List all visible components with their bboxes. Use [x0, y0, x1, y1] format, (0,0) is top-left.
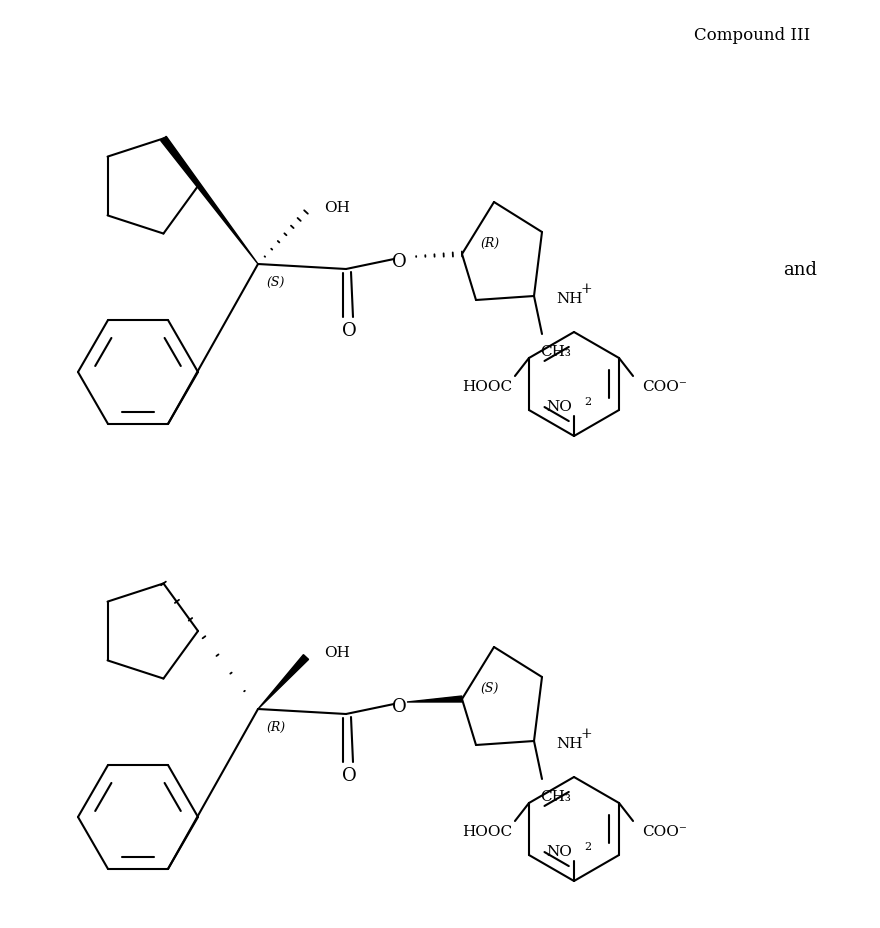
Text: (S): (S)	[480, 681, 498, 694]
Text: O: O	[341, 767, 356, 784]
Polygon shape	[161, 137, 258, 264]
Text: CH₃: CH₃	[540, 789, 571, 803]
Text: (S): (S)	[266, 276, 284, 289]
Text: COO⁻: COO⁻	[642, 824, 687, 838]
Text: Compound III: Compound III	[693, 27, 810, 44]
Text: NO: NO	[546, 844, 572, 858]
Polygon shape	[407, 696, 462, 702]
Text: O: O	[392, 697, 407, 715]
Text: CH₃: CH₃	[540, 344, 571, 358]
Text: (R): (R)	[480, 237, 499, 250]
Text: NH: NH	[556, 291, 583, 305]
Text: HOOC: HOOC	[462, 380, 512, 393]
Text: HOOC: HOOC	[462, 824, 512, 838]
Text: 2: 2	[584, 396, 591, 406]
Text: OH: OH	[324, 200, 350, 214]
Text: 2: 2	[584, 841, 591, 851]
Text: O: O	[392, 252, 407, 271]
Text: +: +	[581, 282, 592, 296]
Polygon shape	[258, 655, 309, 709]
Text: +: +	[581, 727, 592, 741]
Text: COO⁻: COO⁻	[642, 380, 687, 393]
Text: and: and	[783, 261, 817, 278]
Text: OH: OH	[324, 645, 350, 659]
Text: NO: NO	[546, 400, 572, 414]
Text: (R): (R)	[266, 720, 285, 733]
Text: NH: NH	[556, 736, 583, 750]
Text: O: O	[341, 322, 356, 340]
